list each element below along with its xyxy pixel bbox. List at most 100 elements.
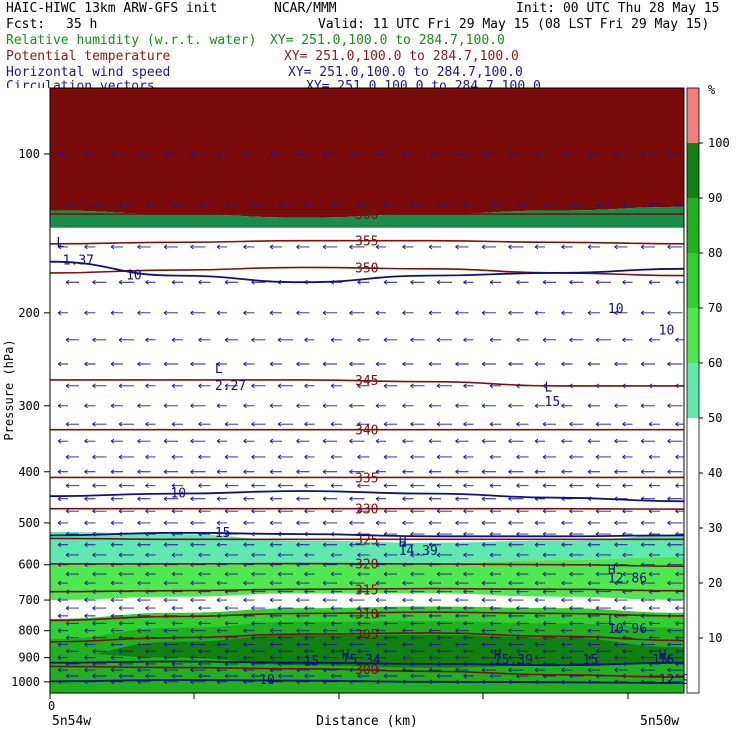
circulation-vector bbox=[322, 520, 337, 526]
circulation-vector bbox=[481, 520, 496, 526]
circulation-vector bbox=[190, 244, 206, 250]
circulation-vector bbox=[349, 361, 365, 367]
extremum-annotation: H bbox=[659, 648, 667, 663]
circulation-vector bbox=[243, 580, 255, 586]
circulation-vector bbox=[145, 605, 156, 611]
circulation-vector bbox=[675, 454, 684, 460]
theta-contour-label: 340 bbox=[355, 424, 378, 439]
circulation-vector bbox=[595, 648, 611, 654]
circulation-vector bbox=[224, 648, 238, 654]
wind-contour-label: 15 bbox=[304, 654, 320, 669]
circulation-vector bbox=[198, 383, 211, 389]
circulation-vector bbox=[428, 597, 441, 603]
circulation-vector bbox=[542, 279, 556, 285]
circulation-vector bbox=[110, 361, 123, 367]
circulation-vector bbox=[614, 403, 628, 409]
circulation-vector bbox=[349, 469, 365, 475]
circulation-vector bbox=[667, 151, 683, 157]
circulation-vector bbox=[622, 571, 633, 577]
circulation-vector bbox=[614, 361, 628, 367]
circulation-vector bbox=[198, 421, 211, 427]
circulation-vector bbox=[587, 628, 600, 634]
circulation-vector bbox=[622, 621, 633, 626]
circulation-vector bbox=[269, 520, 282, 526]
circulation-vector bbox=[190, 496, 206, 502]
circulation-vector bbox=[57, 667, 68, 673]
circulation-vector bbox=[84, 597, 96, 603]
circulation-vector bbox=[224, 337, 238, 343]
circulation-vector bbox=[569, 552, 584, 558]
circulation-vector bbox=[92, 279, 107, 285]
circulation-vector bbox=[595, 454, 611, 460]
circulation-vector bbox=[436, 589, 452, 595]
circulation-vector bbox=[481, 613, 496, 619]
circulation-vector bbox=[534, 244, 545, 250]
extremum-annotation: 16. bbox=[659, 653, 682, 668]
theta-contour-label: 310 bbox=[355, 607, 378, 622]
circulation-vector bbox=[118, 552, 134, 558]
circulation-vector bbox=[296, 580, 310, 586]
colorbar-segment bbox=[687, 638, 699, 694]
circulation-vector bbox=[542, 508, 556, 514]
circulation-vector bbox=[516, 648, 529, 654]
circulation-vector bbox=[383, 605, 397, 611]
circulation-vector bbox=[224, 454, 238, 460]
circulation-vector-layer bbox=[57, 151, 684, 685]
circulation-vector bbox=[648, 202, 660, 208]
circulation-vector bbox=[640, 580, 655, 586]
circulation-vector bbox=[137, 496, 151, 502]
circulation-vector bbox=[163, 496, 178, 502]
circulation-vector bbox=[349, 642, 365, 647]
theta-contour bbox=[50, 665, 684, 678]
y-tick-label: 900 bbox=[18, 651, 40, 665]
circulation-vector bbox=[463, 605, 474, 611]
circulation-vector bbox=[137, 244, 151, 250]
extremum-annotation: L bbox=[56, 236, 64, 251]
forecast-label: Fcst: bbox=[6, 17, 46, 32]
circulation-vector bbox=[561, 542, 573, 548]
field-wind-xy: XY= 251.0,100.0 to 284.7,100.0 bbox=[288, 65, 523, 80]
circulation-vector bbox=[137, 361, 151, 367]
circulation-vector bbox=[118, 508, 134, 514]
circulation-vector bbox=[375, 597, 386, 603]
colorbar-segment bbox=[687, 143, 699, 199]
circulation-vector bbox=[84, 469, 96, 475]
circulation-vector bbox=[84, 520, 96, 526]
circulation-vector bbox=[251, 605, 266, 611]
circulation-vector bbox=[163, 244, 178, 250]
theta-contour-label: 305 bbox=[355, 628, 378, 643]
circulation-vector bbox=[92, 571, 107, 577]
circulation-vector bbox=[455, 628, 469, 634]
circulation-vector bbox=[455, 655, 469, 661]
circulation-vector bbox=[357, 421, 370, 427]
circulation-vector bbox=[322, 628, 337, 634]
circulation-vector bbox=[455, 310, 469, 316]
wind-contour bbox=[50, 679, 684, 684]
extremum-annotation: 10 bbox=[608, 302, 624, 317]
circulation-vector bbox=[84, 403, 96, 409]
circulation-vector bbox=[455, 597, 469, 603]
circulation-vector bbox=[436, 621, 452, 626]
field-rh-name: Relative humidity (w.r.t. water) bbox=[6, 33, 257, 48]
circulation-vector bbox=[508, 438, 524, 444]
circulation-vector bbox=[92, 383, 107, 389]
circulation-vector bbox=[137, 642, 151, 647]
circulation-vector bbox=[614, 628, 628, 634]
circulation-vector bbox=[357, 621, 370, 626]
extremum-annotation: 14.39 bbox=[399, 544, 438, 559]
circulation-vector bbox=[569, 571, 584, 577]
circulation-vector bbox=[269, 628, 282, 634]
circulation-vector bbox=[110, 438, 123, 444]
circulation-vector bbox=[198, 552, 211, 558]
circulation-vector bbox=[587, 403, 600, 409]
circulation-vector bbox=[410, 383, 425, 389]
circulation-vector bbox=[57, 655, 68, 661]
circulation-vector bbox=[198, 571, 211, 577]
circulation-vector bbox=[675, 648, 684, 654]
circulation-vector bbox=[65, 202, 79, 208]
circulation-vector bbox=[383, 673, 397, 679]
wind-contour-label: 10 bbox=[170, 487, 186, 502]
circulation-vector bbox=[269, 496, 282, 502]
circulation-vector bbox=[57, 520, 68, 526]
